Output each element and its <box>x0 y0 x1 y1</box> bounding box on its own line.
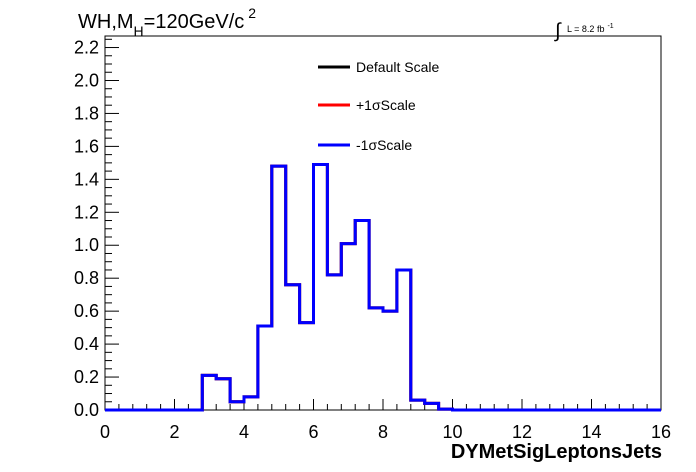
axes: 0.0 0.2 0.4 0.6 0.8 1.0 1.2 1.4 1.6 1.8 2.0 2.2 0 2 4 6… <box>74 38 671 442</box>
y-tick-label: 1.6 <box>74 136 99 156</box>
x-tick-label: 12 <box>512 422 532 442</box>
x-tick-label: 0 <box>100 422 110 442</box>
integral-symbol: ∫ <box>554 20 562 42</box>
chart-title: WH,MH=120GeV/c 2 <box>78 5 256 39</box>
y-tick-label: 0.8 <box>74 268 99 288</box>
y-tick-label: 0.4 <box>74 334 99 354</box>
title-superscript: 2 <box>248 5 256 21</box>
x-tick-label: 16 <box>651 422 671 442</box>
legend-label: Default Scale <box>356 59 439 75</box>
luminosity-text: L = 8.2 fb <box>567 24 604 34</box>
y-tick-label: 2.0 <box>74 70 99 90</box>
x-tick-label: 10 <box>442 422 462 442</box>
luminosity-superscript: -1 <box>607 23 613 30</box>
title-subscript: H <box>134 23 144 39</box>
x-tick-label: 14 <box>581 422 601 442</box>
legend-label: -1σScale <box>356 137 412 153</box>
title-mid: =120GeV/c <box>144 11 245 33</box>
y-tick-label: 0.6 <box>74 301 99 321</box>
legend: Default Scale +1σScale -1σScale <box>318 59 439 153</box>
y-tick-label: 0.2 <box>74 367 99 387</box>
x-tick-label: 4 <box>239 422 249 442</box>
series-layer <box>105 163 661 412</box>
x-tick-label: 6 <box>308 422 318 442</box>
series-1-scale-histogram <box>105 163 661 412</box>
y-tick-label: 1.8 <box>74 103 99 123</box>
series-1-scale-histogram <box>105 163 661 412</box>
luminosity-label: L = 8.2 fb -1 <box>567 23 614 34</box>
x-tick-label: 8 <box>378 422 388 442</box>
y-tick-label: 1.0 <box>74 235 99 255</box>
x-axis-title: DYMetSigLeptonsJets <box>451 441 662 463</box>
title-main: WH,M <box>78 11 134 33</box>
y-tick-label: 2.2 <box>74 38 99 58</box>
legend-label: +1σScale <box>356 97 416 113</box>
series-default-scale-histogram <box>105 163 661 412</box>
y-tick-label: 1.4 <box>74 169 99 189</box>
plot-frame <box>104 35 662 411</box>
x-tick-label: 2 <box>169 422 179 442</box>
y-tick-label: 0.0 <box>74 400 99 420</box>
y-tick-label: 1.2 <box>74 202 99 222</box>
